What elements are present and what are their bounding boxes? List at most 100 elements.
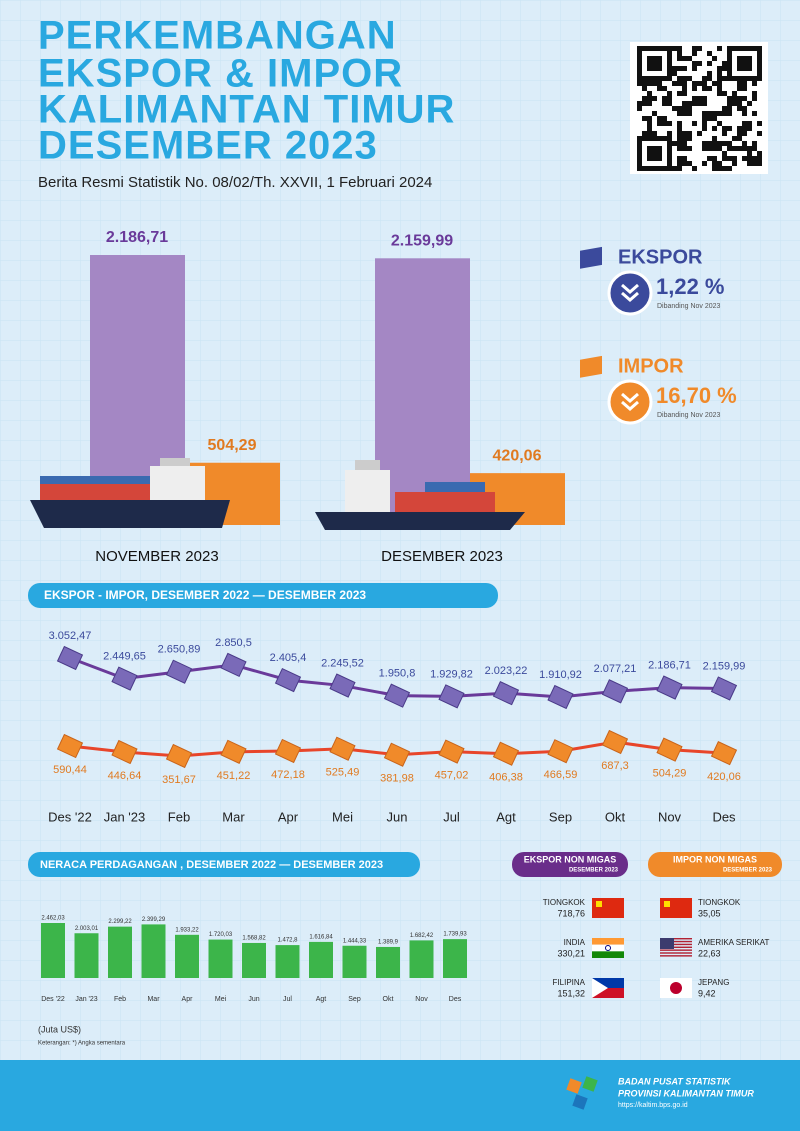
indicator-note: Dibanding Nov 2023 (657, 412, 721, 419)
qr-module (732, 161, 737, 166)
bar (409, 940, 434, 978)
country-name: INDIA (564, 938, 586, 947)
qr-module (652, 166, 657, 171)
value-label: 3.052,47 (49, 630, 92, 642)
value-label: 2.449,65 (103, 651, 146, 663)
qr-module (747, 56, 752, 61)
category-label: NOVEMBER 2023 (95, 548, 218, 565)
qr-module (657, 156, 662, 161)
qr-module (672, 106, 677, 111)
title-line: DESEMBER 2023 (38, 124, 378, 168)
value-label: 1.444,33 (343, 938, 367, 944)
qr-module (722, 131, 727, 136)
unit-note: (Juta US$) (38, 1024, 81, 1034)
partner-banner (512, 852, 628, 877)
x-tick-label: Okt (383, 996, 394, 1003)
qr-module (727, 66, 732, 71)
container-icon (580, 246, 602, 269)
qr-module (727, 46, 732, 51)
qr-module (682, 76, 687, 81)
qr-module (642, 86, 647, 91)
bar (242, 942, 266, 978)
qr-module (747, 76, 752, 81)
partner-banner (648, 852, 782, 877)
qr-module (737, 56, 742, 61)
value-label: 1.739,93 (443, 932, 467, 938)
qr-module (637, 56, 642, 61)
qr-module (647, 126, 652, 131)
qr-module (652, 151, 657, 156)
qr-module (657, 166, 662, 171)
value-label: 351,67 (162, 774, 196, 786)
qr-module (702, 101, 707, 106)
qr-module (647, 101, 652, 106)
section-banner (28, 583, 498, 608)
logo (566, 1076, 598, 1110)
container-marker (601, 679, 629, 704)
section-banner (28, 852, 420, 877)
qr-module (722, 66, 727, 71)
indicator-name: EKSPOR (618, 246, 703, 268)
value-label: 466,59 (544, 769, 578, 781)
container-icon (580, 355, 602, 378)
container-marker (274, 667, 302, 693)
qr-module (747, 151, 752, 156)
qr-module (712, 126, 717, 131)
qr-module (747, 156, 752, 161)
qr-module (687, 161, 692, 166)
qr-module (717, 66, 722, 71)
x-tick-label: Agt (316, 996, 327, 1003)
container-marker (165, 743, 193, 769)
indicator-note: Dibanding Nov 2023 (657, 303, 721, 310)
flag (660, 946, 692, 948)
value-label: 1.720,03 (209, 932, 233, 938)
x-tick-label: Agt (496, 809, 516, 824)
qr-module (667, 146, 672, 151)
qr-module (727, 156, 732, 161)
down-arrow (621, 283, 639, 302)
country-value: 9,42 (698, 988, 716, 998)
value-label: 1.472,8 (277, 938, 298, 944)
qr-module (647, 131, 652, 136)
container-marker (601, 729, 629, 755)
qr-module (672, 46, 677, 51)
qr-module (647, 66, 652, 71)
x-tick-label: Des (712, 809, 736, 824)
value-label: 451,22 (217, 770, 251, 782)
qr-module (697, 96, 702, 101)
qr-module (637, 66, 642, 71)
qr-module (677, 46, 682, 51)
country-name: JEPANG (698, 978, 729, 987)
subtitle: Berita Resmi Statistik No. 08/02/Th. XXV… (38, 174, 432, 191)
container-marker (220, 652, 247, 678)
qr-module (672, 81, 677, 86)
qr-module (727, 106, 732, 111)
value-label: 2.650,89 (158, 644, 201, 656)
qr-module (687, 131, 692, 136)
country-value: 22,63 (698, 948, 721, 958)
qr-module (727, 51, 732, 56)
qr-module (662, 86, 667, 91)
qr-module (757, 61, 762, 66)
value-label: 2.405,4 (270, 652, 307, 664)
qr-module (682, 141, 687, 146)
partner-subtitle: DESEMBER 2023 (723, 868, 773, 874)
category-label: DESEMBER 2023 (381, 548, 503, 565)
bar (309, 941, 333, 978)
qr-module (657, 136, 662, 141)
x-tick-label: Apr (182, 996, 194, 1003)
value-label: 1.910,92 (539, 669, 582, 681)
qr-module (667, 101, 672, 106)
qr-module (647, 96, 652, 101)
qr-module (682, 131, 687, 136)
container-marker (438, 684, 465, 709)
qr-module (752, 46, 757, 51)
x-tick-label: Apr (278, 809, 299, 824)
value-label: 2.462,03 (41, 916, 65, 922)
qr-module (697, 61, 702, 66)
down-arrow (621, 392, 639, 411)
qr-module (667, 91, 672, 96)
qr-module (652, 111, 657, 116)
container-marker (547, 684, 574, 710)
qr-module (742, 106, 747, 111)
